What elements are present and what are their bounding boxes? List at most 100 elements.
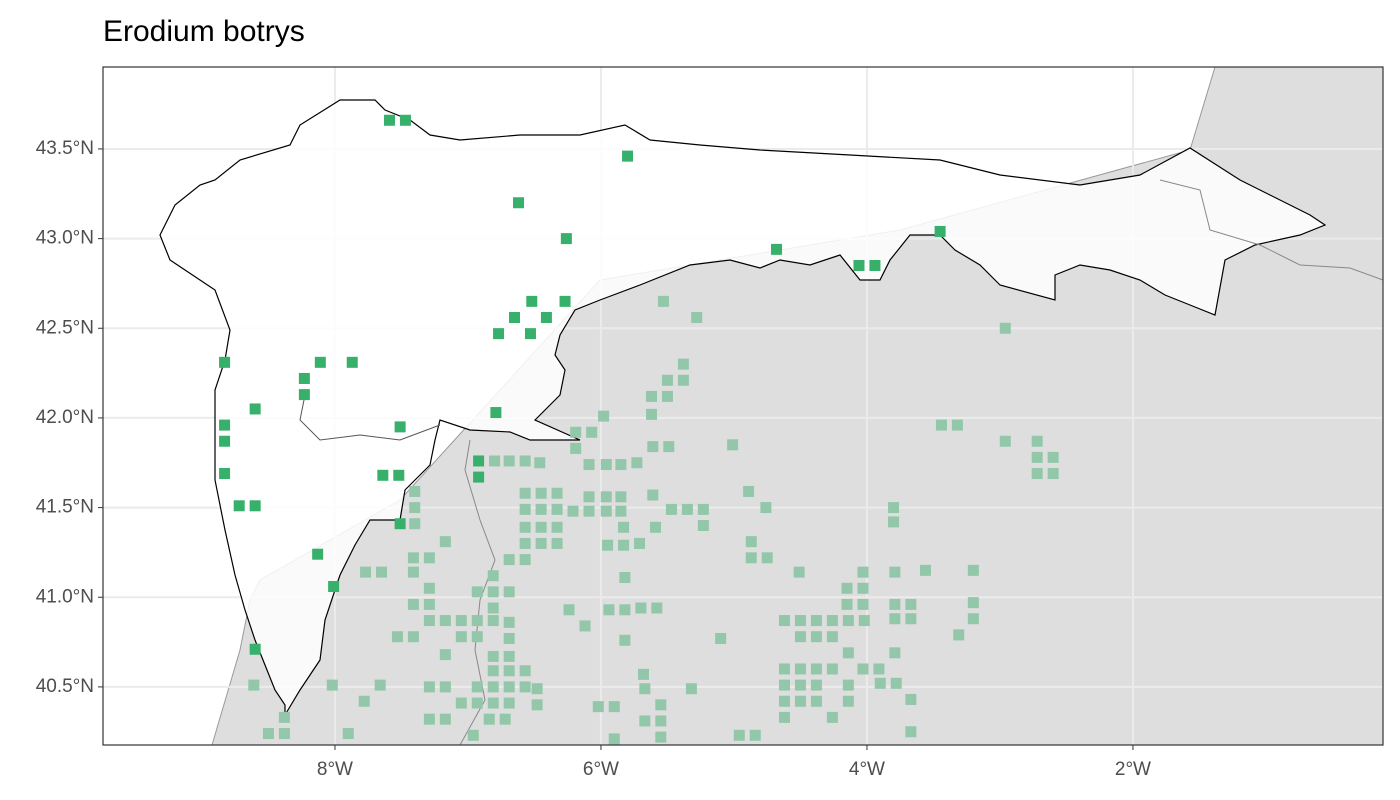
occurrence-point [826,615,838,627]
occurrence-point [888,516,900,528]
occurrence-point [874,677,886,689]
occurrence-point [526,295,538,307]
occurrence-point [439,649,451,661]
occurrence-point [889,647,901,659]
occurrence-point [519,681,531,693]
occurrence-point [423,582,435,594]
occurrence-point [858,615,870,627]
occurrence-point [490,407,502,419]
occurrence-point [905,693,917,705]
occurrence-point [745,536,757,548]
occurrence-point [519,503,531,515]
occurrence-point [608,733,620,745]
occurrence-point [360,566,372,578]
occurrence-point [512,197,524,209]
occurrence-point [749,729,761,741]
occurrence-point [778,615,790,627]
occurrence-point [745,552,757,564]
chart-title: Erodium botrys [103,15,305,48]
occurrence-point [842,695,854,707]
occurrence-point [439,681,451,693]
occurrence-point [487,650,499,662]
occurrence-point [471,697,483,709]
occurrence-point [778,679,790,691]
occurrence-point [487,570,499,582]
occurrence-point [841,582,853,594]
y-tick-label: 41.0°N [36,586,94,607]
occurrence-point [583,491,595,503]
occurrence-point [278,728,290,740]
occurrence-point [535,487,547,499]
occurrence-point [841,598,853,610]
occurrence-point [655,715,667,727]
occurrence-point [622,150,634,162]
occurrence-point [423,681,435,693]
occurrence-point [619,634,631,646]
occurrence-point [1047,451,1059,463]
occurrence-point [519,665,531,677]
occurrence-point [439,713,451,725]
occurrence-point [586,426,598,438]
occurrence-point [857,598,869,610]
occurrence-point [778,711,790,723]
occurrence-point [489,455,501,467]
occurrence-point [471,681,483,693]
occurrence-point [603,604,615,616]
occurrence-point [262,728,274,740]
occurrence-point [519,521,531,533]
occurrence-point [567,505,579,517]
occurrence-point [531,699,543,711]
y-tick-label: 43.0°N [36,228,94,249]
occurrence-point [888,502,900,514]
occurrence-point [248,679,260,691]
occurrence-point [619,604,631,616]
occurrence-point [953,629,965,641]
occurrence-point [570,426,582,438]
occurrence-point [778,695,790,707]
occurrence-point [697,520,709,532]
occurrence-point [540,312,552,324]
occurrence-point [374,679,386,691]
occurrence-point [423,598,435,610]
occurrence-point [393,469,405,481]
occurrence-point [685,683,697,695]
occurrence-point [471,631,483,643]
occurrence-point [778,663,790,675]
occurrence-point [487,681,499,693]
occurrence-point [583,505,595,517]
occurrence-point [394,518,406,530]
occurrence-point [810,679,822,691]
occurrence-point [487,615,499,627]
occurrence-point [298,372,310,384]
occurrence-point [312,548,324,560]
occurrence-point [570,442,582,454]
occurrence-point [761,552,773,564]
occurrence-point [794,679,806,691]
occurrence-point [794,615,806,627]
occurrence-point [889,598,901,610]
occurrence-point [771,243,783,255]
occurrence-point [219,468,231,480]
occurrence-point [600,505,612,517]
occurrence-point [842,679,854,691]
border-line [299,394,441,441]
occurrence-point [760,502,772,514]
occurrence-point [842,647,854,659]
x-tick-label: 6°W [583,759,619,780]
occurrence-point [631,457,643,469]
occurrence-point [1047,468,1059,480]
occurrence-point [826,631,838,643]
occurrence-point [615,459,627,471]
occurrence-point [657,295,669,307]
occurrence-point [503,665,515,677]
occurrence-point [473,471,485,483]
occurrence-point [503,650,515,662]
y-tick-label: 42.0°N [36,407,94,428]
occurrence-point [826,711,838,723]
occurrence-point [249,500,261,512]
points [219,114,1059,745]
occurrence-point [409,502,421,514]
occurrence-point [409,485,421,497]
occurrence-point [999,435,1011,447]
